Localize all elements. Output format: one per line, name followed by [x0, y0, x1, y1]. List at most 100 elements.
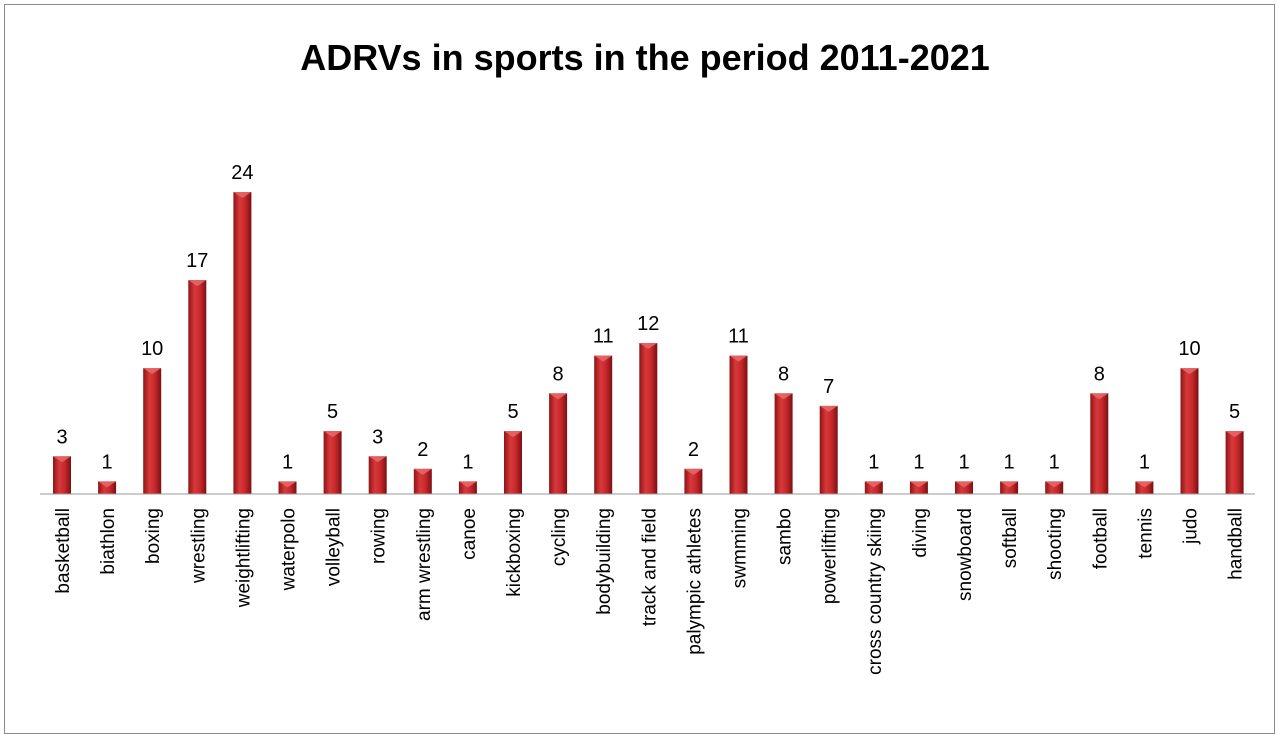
data-label-handball: 5 [1229, 401, 1240, 423]
data-label-snowboard: 1 [958, 451, 969, 473]
bar-cap-wrestling [188, 280, 207, 287]
data-label-weightlifting: 24 [231, 162, 253, 184]
category-label-handball: handball [1226, 508, 1247, 580]
bar-palympic-athletes [684, 468, 703, 494]
bar-cap-basketball [53, 456, 71, 463]
data-label-arm-wrestling: 2 [417, 439, 428, 461]
bar-cap-handball [1225, 431, 1244, 438]
category-labels-layer: basketball biathlon boxing wrestling weightl… [53, 508, 1247, 675]
category-label-kickboxing: kickboxing [504, 508, 525, 597]
bar-volleyball [323, 431, 342, 494]
category-label-shooting: shooting [1045, 508, 1066, 580]
bar-rowing [368, 456, 387, 495]
bar-cap-bodybuilding [594, 355, 613, 362]
bar-cap-swmming [729, 355, 748, 362]
bar-kickboxing [504, 431, 522, 494]
data-label-biathlon: 1 [102, 451, 113, 473]
category-label-swmming: swmming [730, 508, 751, 588]
data-label-cycling: 8 [553, 363, 564, 385]
data-label-swmming: 11 [728, 326, 749, 348]
category-label-weightlifting: weightlifting [233, 508, 254, 608]
bar-biathlon [98, 481, 117, 494]
bar-swmming [729, 355, 748, 494]
bar-cycling [549, 393, 568, 494]
data-label-canoe: 1 [462, 451, 473, 473]
data-label-judo: 10 [1178, 338, 1200, 360]
bar-football [1090, 393, 1109, 494]
bar-cap-diving [909, 481, 928, 488]
bar-judo [1180, 368, 1199, 494]
data-label-tennis: 1 [1139, 451, 1150, 473]
bar-powerlifting [819, 405, 838, 494]
bar-handball [1225, 431, 1244, 494]
category-label-powerlifting: powerlifting [820, 508, 841, 604]
bar-cap-shooting [1045, 481, 1064, 488]
category-label-judo: judo [1181, 508, 1202, 545]
bar-waterpolo [278, 481, 297, 494]
category-label-waterpolo: waterpolo [279, 508, 300, 591]
data-label-basketball: 3 [56, 426, 67, 448]
category-label-rowing: rowing [369, 508, 390, 564]
bar-cap-sambo [774, 393, 793, 400]
data-label-rowing: 3 [372, 426, 383, 448]
data-label-shooting: 1 [1049, 451, 1060, 473]
bar-shooting [1045, 481, 1064, 494]
data-label-track-and-field: 12 [637, 313, 659, 335]
bars-layer [53, 192, 1244, 495]
category-label-palympic-athletes: palympic athletes [684, 508, 705, 655]
category-label-bodybuilding: bodybuilding [594, 508, 615, 615]
data-label-softball: 1 [1004, 451, 1015, 473]
category-label-sambo: sambo [775, 508, 796, 565]
category-label-wrestling: wrestling [188, 508, 209, 584]
data-label-wrestling: 17 [186, 250, 208, 272]
bar-sambo [774, 393, 793, 494]
bar-tennis [1135, 481, 1154, 494]
bar-snowboard [955, 481, 973, 494]
data-label-waterpolo: 1 [282, 451, 293, 473]
bar-cap-biathlon [98, 481, 117, 488]
data-label-palympic-athletes: 2 [688, 439, 699, 461]
category-label-volleyball: volleyball [324, 508, 345, 586]
data-label-cross-country-skiing: 1 [868, 451, 879, 473]
data-label-bodybuilding: 11 [593, 326, 614, 348]
bar-canoe [458, 481, 477, 494]
data-label-sambo: 8 [778, 363, 789, 385]
bar-track-and-field [639, 343, 658, 494]
category-label-boxing: boxing [143, 508, 164, 564]
bar-wrestling [188, 280, 207, 494]
bar-cap-tennis [1135, 481, 1154, 488]
category-label-softball: softball [1000, 508, 1021, 568]
bar-cap-track-and-field [639, 343, 658, 349]
bar-cap-volleyball [323, 431, 342, 438]
category-label-basketball: basketball [53, 508, 74, 594]
bar-softball [1000, 481, 1019, 494]
bar-cap-palympic-athletes [684, 468, 703, 475]
bar-cap-powerlifting [819, 405, 838, 412]
bar-basketball [53, 456, 71, 495]
bar-cap-canoe [458, 481, 477, 488]
bar-cap-cycling [549, 393, 568, 400]
bar-cap-rowing [368, 456, 387, 463]
category-label-football: football [1090, 508, 1111, 569]
bar-cap-judo [1180, 368, 1199, 375]
bar-cap-cross-country-skiing [864, 481, 883, 488]
bar-weightlifting [233, 192, 252, 494]
bar-diving [909, 481, 928, 494]
data-label-powerlifting: 7 [823, 376, 834, 398]
bar-cap-snowboard [955, 481, 973, 488]
category-label-canoe: canoe [459, 508, 480, 560]
data-label-kickboxing: 5 [507, 401, 518, 423]
data-label-diving: 1 [913, 451, 924, 473]
bar-cap-softball [1000, 481, 1019, 488]
bar-cap-weightlifting [233, 192, 252, 198]
category-label-diving: diving [910, 508, 931, 558]
bar-bodybuilding [594, 355, 613, 494]
bar-arm-wrestling [413, 468, 432, 494]
data-label-football: 8 [1094, 363, 1105, 385]
category-label-arm-wrestling: arm wrestling [414, 508, 435, 621]
category-label-track-and-field: track and field [639, 508, 660, 626]
category-label-biathlon: biathlon [98, 508, 119, 575]
bar-cap-football [1090, 393, 1109, 400]
